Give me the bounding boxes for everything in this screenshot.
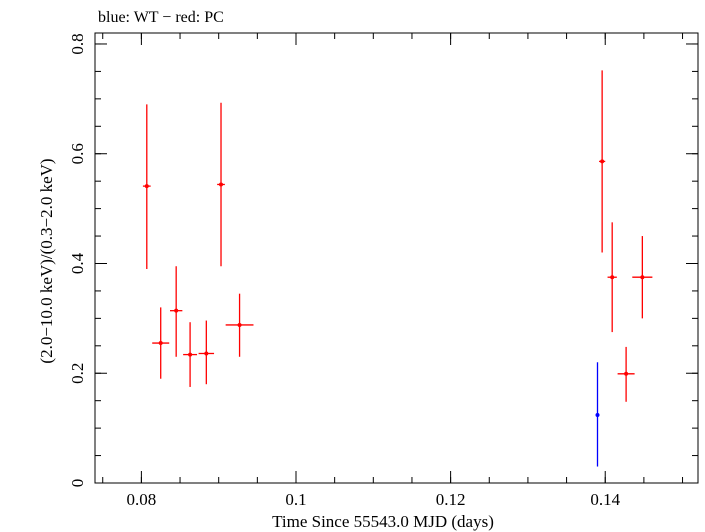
chart-title: blue: WT − red: PC <box>98 9 224 26</box>
point-marker <box>237 322 242 327</box>
data-points <box>142 70 653 467</box>
data-point <box>607 222 617 333</box>
x-tick-labels: 0.08 0.1 0.12 0.14 <box>127 490 621 509</box>
data-point <box>617 346 635 402</box>
data-point <box>198 320 215 385</box>
point-marker <box>144 184 149 189</box>
data-point <box>595 362 600 467</box>
data-point <box>632 236 653 319</box>
major-ticks <box>95 33 698 484</box>
point-marker <box>600 159 605 164</box>
point-marker <box>610 275 615 280</box>
y-tick-labels: 0 0.2 0.4 0.6 0.8 <box>68 33 87 487</box>
y-tick-label: 0.8 <box>68 33 87 54</box>
y-tick-label: 0.2 <box>68 363 87 384</box>
plot-frame-layer <box>94 32 699 484</box>
x-tick-label: 0.1 <box>285 490 306 509</box>
minor-ticks <box>95 33 698 484</box>
y-tick-label: 0.6 <box>68 143 87 164</box>
point-marker <box>595 412 600 417</box>
data-point <box>152 307 170 379</box>
data-point <box>169 266 183 357</box>
x-tick-label: 0.14 <box>590 490 620 509</box>
x-tick-label: 0.12 <box>436 490 466 509</box>
data-point <box>225 293 254 357</box>
point-marker <box>219 182 224 187</box>
plot-frame <box>94 32 699 484</box>
y-tick-label: 0 <box>68 479 87 488</box>
y-axis-label: (2.0−10.0 keV)/(0.3−2.0 keV) <box>37 158 56 363</box>
point-marker <box>188 352 193 357</box>
point-marker <box>640 275 645 280</box>
point-marker <box>174 308 179 313</box>
data-point <box>183 322 198 387</box>
point-marker <box>204 351 209 356</box>
data-point <box>142 104 151 269</box>
y-tick-label: 0.4 <box>68 252 87 274</box>
point-marker <box>624 371 629 376</box>
point-marker <box>158 341 163 346</box>
data-point <box>217 102 225 267</box>
data-point <box>599 70 606 253</box>
x-axis-label: Time Since 55543.0 MJD (days) <box>272 512 494 531</box>
x-tick-label: 0.08 <box>127 490 157 509</box>
